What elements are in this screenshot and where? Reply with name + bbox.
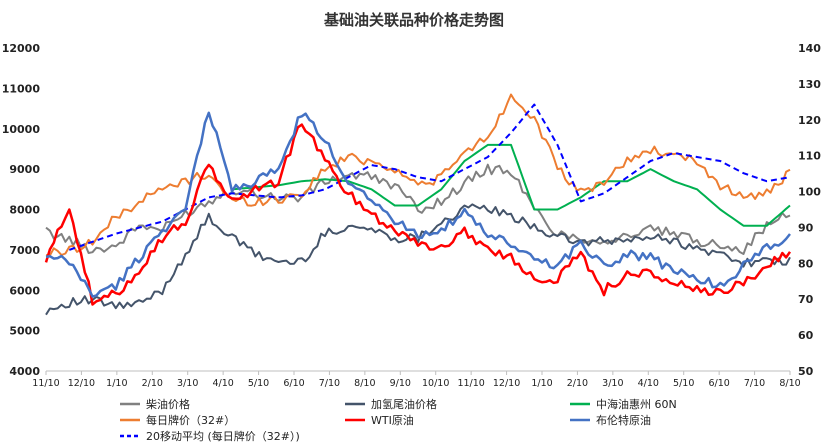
- x-tick-label: 4/10: [212, 378, 233, 389]
- series-line-1: [45, 203, 791, 316]
- x-tick-label: 2/10: [142, 378, 163, 389]
- y-right-tick-label: 90: [798, 221, 814, 234]
- x-tick-label: 8/10: [779, 378, 800, 389]
- x-tick-label: 6/10: [283, 378, 304, 389]
- y-left-tick-label: 10000: [2, 123, 41, 136]
- x-tick-label: 11/10: [457, 378, 484, 389]
- x-tick-label: 2/10: [567, 378, 588, 389]
- y-left-tick-label: 11000: [2, 82, 41, 95]
- y-left-tick-label: 12000: [2, 42, 41, 55]
- series-layer: [44, 93, 792, 316]
- y-left-tick-label: 6000: [9, 284, 40, 297]
- y-left-tick-label: 4000: [9, 365, 40, 378]
- axes-group: 4000 5000 6000 7000 8000 9000 10000 11000 12000 5…: [2, 42, 822, 389]
- series-line-0: [45, 163, 791, 255]
- legend: 柴油价格 加氢尾油价格 中海油惠州 60N 每日牌价（32#） WTI原油 布伦特原油 20…: [120, 397, 677, 443]
- y-left-tick-label: 9000: [9, 163, 40, 176]
- x-tick-label: 1/10: [531, 378, 552, 389]
- x-tick-label: 3/10: [177, 378, 198, 389]
- x-tick-label: 9/10: [390, 378, 411, 389]
- legend-label: 20移动平均 (每日牌价（32#）): [146, 429, 300, 443]
- x-tick-label: 8/10: [354, 378, 375, 389]
- x-tick-label: 11/10: [32, 378, 59, 389]
- legend-label: 每日牌价（32#）: [146, 413, 235, 427]
- y-right-tick-label: 80: [798, 257, 814, 270]
- legend-label: 中海油惠州 60N: [596, 397, 677, 411]
- series-line-5: [45, 111, 791, 298]
- x-tick-label: 7/10: [319, 378, 340, 389]
- legend-label: 柴油价格: [146, 397, 190, 411]
- chart-title: 基础油关联品种价格走势图: [323, 11, 504, 29]
- y-left-tick-label: 7000: [9, 244, 40, 257]
- y-right-tick-label: 140: [798, 42, 821, 55]
- series-line-6: [68, 103, 791, 251]
- y-right-tick-label: 130: [798, 78, 821, 91]
- y-right-tick-label: 70: [798, 293, 814, 306]
- x-tick-label: 12/10: [68, 378, 95, 389]
- x-tick-label: 5/10: [248, 378, 269, 389]
- series-line-4: [44, 123, 792, 306]
- legend-label: WTI原油: [371, 413, 414, 427]
- series-line-2: [231, 143, 791, 227]
- legend-label: 布伦特原油: [596, 413, 651, 427]
- y-right-tick-label: 110: [798, 150, 821, 163]
- y-right-tick-label: 50: [798, 365, 814, 378]
- y-left-tick-label: 8000: [9, 204, 40, 217]
- x-tick-label: 5/10: [673, 378, 694, 389]
- x-tick-label: 6/10: [708, 378, 729, 389]
- x-tick-label: 10/10: [422, 378, 449, 389]
- x-tick-label: 3/10: [602, 378, 623, 389]
- x-tick-label: 12/10: [493, 378, 520, 389]
- series-line-3: [45, 93, 791, 257]
- legend-label: 加氢尾油价格: [371, 397, 437, 411]
- x-tick-label: 4/10: [638, 378, 659, 389]
- y-left-tick-label: 5000: [9, 325, 40, 338]
- y-right-tick-label: 60: [798, 329, 814, 342]
- y-right-tick-label: 120: [798, 114, 821, 127]
- x-tick-label: 7/10: [744, 378, 765, 389]
- y-right-tick-label: 100: [798, 186, 821, 199]
- x-tick-label: 1/10: [106, 378, 127, 389]
